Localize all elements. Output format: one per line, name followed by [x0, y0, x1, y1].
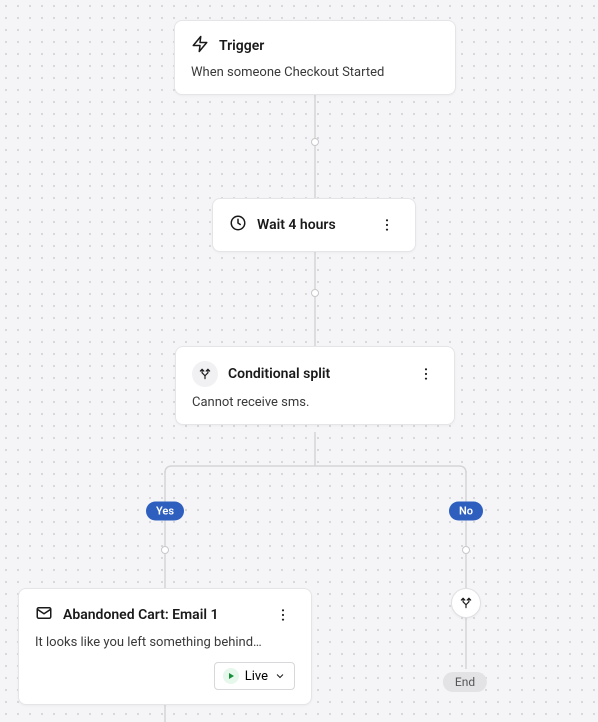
trigger-desc: When someone Checkout Started [191, 65, 439, 80]
lightning-icon [191, 35, 209, 57]
play-icon [223, 668, 239, 684]
split-desc: Cannot receive sms. [192, 395, 438, 410]
split-more-button[interactable] [414, 362, 438, 386]
branch-no-pill: No [449, 502, 483, 521]
clock-icon [229, 214, 247, 236]
split-add-button[interactable] [451, 588, 481, 618]
envelope-icon [35, 604, 53, 626]
branch-yes-pill: Yes [146, 502, 184, 521]
email-node[interactable]: Abandoned Cart: Email 1 It looks like yo… [18, 588, 312, 705]
email-status-label: Live [245, 669, 268, 684]
conditional-split-node[interactable]: Conditional split Cannot receive sms. [175, 346, 455, 425]
wait-more-button[interactable] [375, 213, 399, 237]
trigger-title: Trigger [219, 38, 264, 54]
connector-dot [311, 138, 319, 146]
email-more-button[interactable] [271, 603, 295, 627]
wait-title: Wait 4 hours [257, 217, 336, 233]
connector-dot [161, 546, 169, 554]
end-pill: End [443, 672, 487, 692]
connector-dot [462, 546, 470, 554]
email-desc: It looks like you left something behind… [35, 635, 295, 650]
split-title: Conditional split [228, 366, 330, 382]
trigger-node[interactable]: Trigger When someone Checkout Started [174, 20, 456, 95]
wait-node[interactable]: Wait 4 hours [212, 198, 416, 252]
split-icon [192, 361, 218, 387]
connector-dot [311, 289, 319, 297]
email-status-select[interactable]: Live [214, 662, 295, 690]
flow-canvas: Trigger When someone Checkout Started Wa… [0, 0, 598, 722]
chevron-down-icon [274, 670, 286, 682]
email-title: Abandoned Cart: Email 1 [63, 607, 218, 623]
